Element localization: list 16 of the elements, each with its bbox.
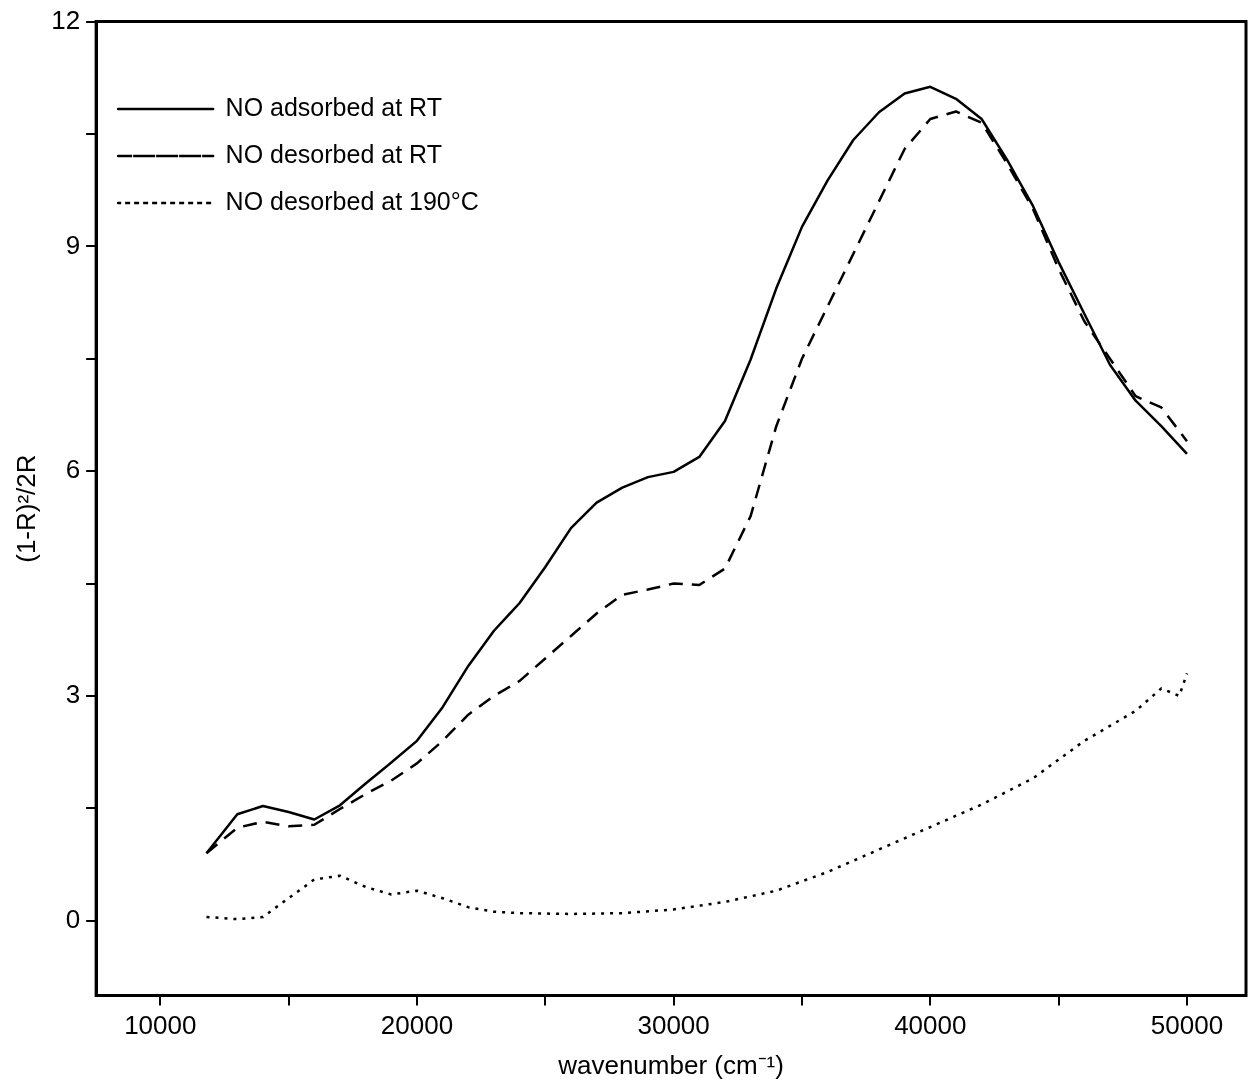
y-axis-title: (1-R)²/2R: [10, 454, 41, 563]
x-axis-title: wavenumber (cm⁻¹): [557, 1049, 784, 1080]
y-tick-label: 6: [65, 454, 81, 485]
x-tick-label: 10000: [124, 1010, 197, 1041]
x-tick-label: 40000: [894, 1010, 967, 1041]
x-tick-label: 20000: [380, 1010, 454, 1041]
y-tick-label: 0: [65, 903, 81, 934]
line-series: [205, 672, 1189, 921]
y-tick-label: 3: [65, 679, 81, 710]
x-tick-label: 50000: [1150, 1010, 1224, 1041]
y-tick-label: 12: [51, 4, 81, 35]
y-tick-label: 9: [65, 229, 81, 260]
legend-label: NO adsorbed at RT: [225, 92, 442, 121]
x-tick-label: 30000: [637, 1010, 710, 1041]
legend-label: NO desorbed at RT: [225, 139, 442, 168]
legend-label: NO desorbed at 190°C: [225, 186, 479, 215]
